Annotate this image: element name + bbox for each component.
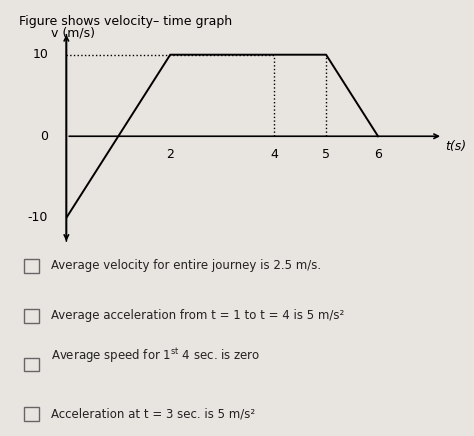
Text: Average speed for 1$^{\mathrm{st}}$ 4 sec. is zero: Average speed for 1$^{\mathrm{st}}$ 4 se… [51,347,260,365]
Text: 4: 4 [270,149,278,161]
Text: t(s): t(s) [446,140,467,153]
Text: Average acceleration from t = 1 to t = 4 is 5 m/s²: Average acceleration from t = 1 to t = 4… [51,309,344,322]
Text: 0: 0 [40,130,48,143]
Text: 2: 2 [166,149,174,161]
Text: 5: 5 [322,149,330,161]
Text: Figure shows velocity– time graph: Figure shows velocity– time graph [19,15,232,28]
Text: Average velocity for entire journey is 2.5 m/s.: Average velocity for entire journey is 2… [51,259,321,272]
Text: v (m/s): v (m/s) [51,26,95,39]
Text: -10: -10 [28,211,48,224]
Text: 10: 10 [32,48,48,61]
Text: 6: 6 [374,149,382,161]
Text: Acceleration at t = 3 sec. is 5 m/s²: Acceleration at t = 3 sec. is 5 m/s² [51,407,255,420]
